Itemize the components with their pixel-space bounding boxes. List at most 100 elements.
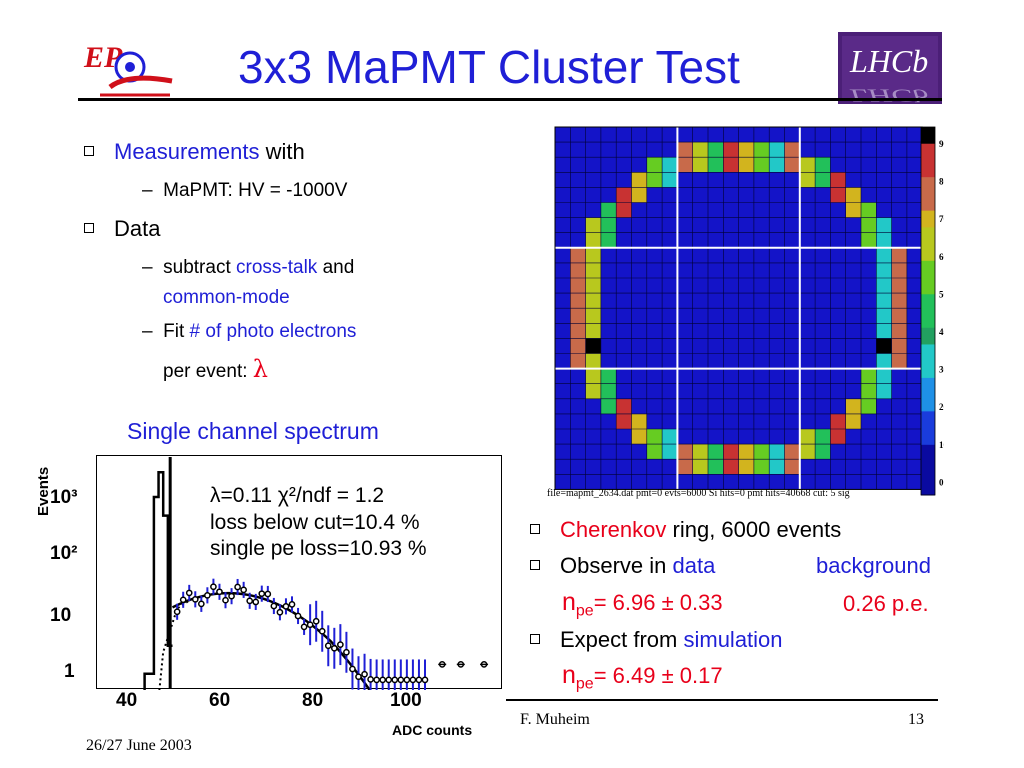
color-scale-label: 0 — [939, 477, 944, 487]
data-point — [258, 590, 266, 598]
lambda-symbol: λ — [252, 355, 268, 383]
data-point — [300, 623, 308, 631]
color-scale-label: 500 — [939, 289, 944, 299]
color-scale-band — [921, 210, 935, 228]
heatmap-cell — [861, 398, 877, 414]
data-point — [385, 676, 393, 684]
heatmap-cell — [677, 157, 693, 173]
data-point — [276, 608, 284, 616]
heatmap-cell — [876, 293, 892, 309]
heatmap-cell — [861, 368, 877, 384]
heatmap-cell — [616, 398, 632, 414]
heatmap-cell — [570, 308, 586, 324]
color-scale-band — [921, 277, 935, 295]
npe-simulation: npe= 6.49 ± 0.17 — [562, 661, 723, 693]
heatmap-cell — [830, 413, 846, 429]
color-scale-band — [921, 361, 935, 379]
heatmap-cell — [845, 413, 861, 429]
bullet-square-icon — [84, 223, 94, 234]
heatmap-cell — [891, 338, 907, 354]
heatmap-cell — [876, 232, 892, 248]
sub-bullet-subtract: – subtract cross-talk and — [142, 257, 355, 278]
data-point — [252, 598, 260, 606]
heatmap-cell — [600, 232, 617, 248]
data-point — [282, 603, 290, 610]
svg-text:LHCb: LHCb — [849, 86, 929, 104]
heatmap-cell — [570, 293, 586, 309]
heatmap-cell — [662, 157, 678, 173]
fit-line-3: single pe loss=10.93 % — [210, 537, 427, 560]
heatmap-cell — [876, 368, 892, 384]
color-scale-label: 800 — [939, 177, 944, 187]
bullet-expect: Expect from simulation — [530, 627, 783, 653]
data-point — [216, 588, 223, 596]
spectrum-caption: Single channel spectrum — [127, 418, 379, 444]
heatmap-cell — [861, 232, 877, 248]
heatmap-cell — [600, 217, 617, 233]
bullet-observe: Observe in data — [530, 553, 715, 579]
heatmap-cell — [692, 444, 708, 460]
heatmap-cell — [585, 262, 601, 278]
heatmap-cell — [769, 157, 785, 173]
spectrum-x-ticks: 40 60 80 100 — [96, 690, 506, 716]
data-point — [403, 676, 411, 684]
color-scale-band — [921, 344, 935, 362]
heatmap-cell — [876, 217, 892, 233]
heatmap-cell — [876, 383, 892, 399]
heatmap-cell — [738, 444, 754, 460]
spectrum-x-label: ADC counts — [392, 722, 473, 738]
heatmap-cell — [815, 429, 831, 445]
slide-title: 3x3 MaPMT Cluster Test — [238, 41, 740, 93]
heatmap-cell — [815, 157, 831, 173]
heatmap-cell — [891, 293, 907, 309]
heatmap-cell — [845, 202, 861, 218]
data-point — [264, 590, 272, 598]
sub-bullet-per-event: per event: λ — [163, 355, 268, 383]
heatmap-cell — [830, 172, 846, 188]
spectrum-y-ticks: 10³ 10² 10 1 — [40, 455, 96, 695]
color-scale-frame — [920, 126, 936, 496]
heatmap-cell — [570, 323, 586, 339]
pedestal-histogram — [126, 470, 173, 747]
bullet-square-icon — [530, 634, 540, 645]
heatmap-cell — [815, 172, 831, 188]
heatmap-cell — [845, 187, 861, 203]
data-point — [409, 676, 417, 684]
color-scale-label: 600 — [939, 252, 944, 262]
sub-bullet-common-mode: common-mode — [163, 287, 290, 308]
heatmap-cell — [585, 368, 601, 384]
svg-text:Events: Events — [35, 467, 52, 516]
heatmap-cell — [708, 459, 724, 475]
bullet-data: Data — [84, 216, 160, 242]
heatmap-cell — [616, 187, 632, 203]
heatmap-cell — [876, 247, 892, 263]
data-point — [288, 601, 296, 608]
fit-line-1: λ=0.11 χ²/ndf = 1.2 — [210, 484, 385, 507]
background-label: background — [816, 553, 931, 578]
y-tick: 10² — [50, 543, 78, 564]
heatmap-cell — [784, 444, 800, 460]
heatmap-cell — [646, 157, 663, 173]
heatmap-cell — [677, 459, 693, 475]
heatmap-cell — [876, 308, 892, 324]
heatmap-cell — [585, 383, 601, 399]
color-scale-band — [921, 478, 935, 496]
heatmap-cell — [585, 278, 601, 294]
x-tick: 100 — [390, 690, 422, 711]
fit-line-2: loss below cut=10.4 % — [210, 511, 420, 534]
heatmap-cell — [738, 142, 754, 158]
heatmap-file-info: file=mapmt_2634.dat pmt=0 evts=6000 Si h… — [547, 488, 850, 499]
heatmap-cell — [600, 202, 617, 218]
bullet-cherenkov: Cherenkov ring, 6000 events — [530, 517, 841, 543]
heatmap-cell — [799, 444, 816, 460]
data-point — [173, 608, 181, 616]
heatmap-cell — [692, 142, 708, 158]
heatmap-cell — [585, 353, 601, 369]
heatmap-cell — [677, 444, 693, 460]
heatmap-cell — [692, 459, 708, 475]
heatmap-cell — [631, 187, 647, 203]
heatmap-cell — [600, 398, 617, 414]
data-point — [234, 583, 241, 591]
heatmap-cell — [753, 142, 770, 158]
color-scale-band — [921, 160, 935, 178]
